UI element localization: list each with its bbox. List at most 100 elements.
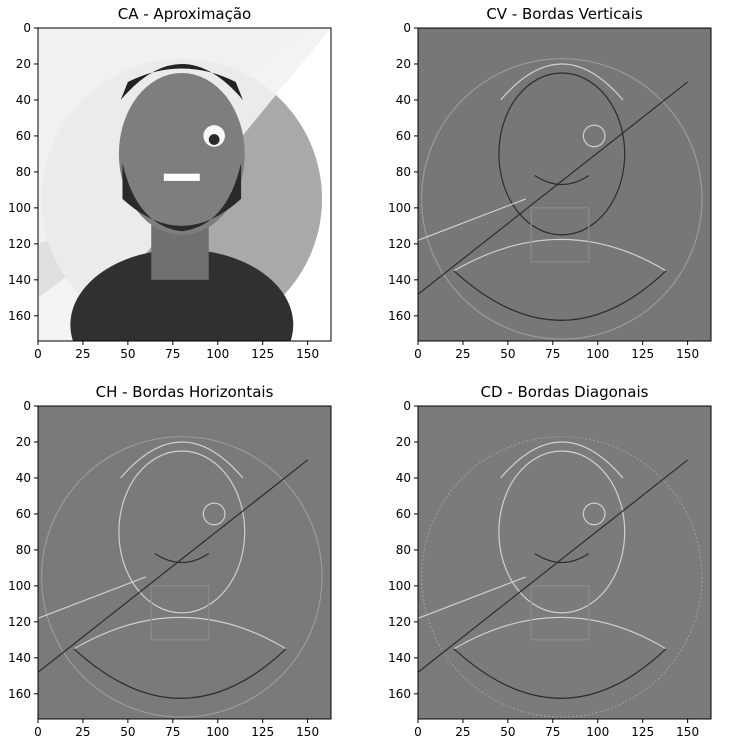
y-tick-label: 100 (388, 579, 411, 593)
neck-edge (530, 207, 590, 263)
x-tick-label: 25 (455, 725, 470, 739)
shirt (70, 249, 294, 341)
x-tick-label: 50 (500, 725, 515, 739)
x-tick-label: 25 (75, 347, 90, 361)
diagonal-edge (418, 81, 689, 295)
y-tick-label: 140 (8, 273, 31, 287)
y-tick-label: 100 (388, 201, 411, 215)
face-edge (498, 72, 626, 236)
shirt-edge-bottom (73, 648, 287, 699)
y-axis: 0 20 40 60 80 100 120 140 160 (8, 21, 38, 323)
axes-frame (417, 27, 712, 342)
y-tick-label: 140 (388, 273, 411, 287)
axes-frame (37, 405, 332, 720)
x-tick-label: 100 (586, 347, 609, 361)
eye-edge (582, 502, 606, 526)
y-tick-label: 160 (8, 309, 31, 323)
x-tick-label: 150 (676, 347, 699, 361)
arm-edge (38, 576, 147, 619)
shirt-edge-bottom (453, 648, 667, 699)
panel-title: CV - Bordas Verticais (486, 5, 642, 23)
y-tick-label: 80 (396, 165, 411, 179)
x-tick-label: 100 (206, 725, 229, 739)
panel-ca: CA - Aproximação 0 25 50 75 100 125 150 0 20 40 6… (8, 5, 332, 361)
hair (120, 63, 243, 100)
y-tick-label: 0 (23, 399, 31, 413)
hair-edge (500, 63, 624, 101)
circle-edge (40, 436, 323, 718)
hair-edge (500, 441, 624, 479)
y-axis: 0 20 40 60 80 100 120 140 160 (388, 21, 418, 323)
x-tick-label: 0 (414, 347, 422, 361)
mouth-edge (534, 175, 590, 186)
x-tick-label: 75 (545, 347, 560, 361)
y-tick-label: 120 (388, 237, 411, 251)
x-axis: 0 25 50 75 100 125 150 (34, 341, 319, 361)
circle-edge (420, 58, 703, 340)
axes-frame (37, 27, 332, 342)
image-area (38, 406, 331, 719)
x-tick-label: 75 (165, 347, 180, 361)
y-tick-label: 80 (16, 165, 31, 179)
arm-edge (418, 198, 527, 241)
x-tick-label: 0 (414, 725, 422, 739)
y-tick-label: 80 (396, 543, 411, 557)
x-tick-label: 125 (251, 347, 274, 361)
mouth-edge (534, 553, 590, 564)
y-tick-label: 40 (396, 93, 411, 107)
y-tick-label: 100 (8, 579, 31, 593)
y-tick-label: 160 (388, 309, 411, 323)
x-axis: 0 25 50 75 100 125 150 (414, 719, 699, 739)
y-tick-label: 120 (8, 237, 31, 251)
x-axis: 0 25 50 75 100 125 150 (34, 719, 319, 739)
x-tick-label: 50 (500, 347, 515, 361)
y-axis: 0 20 40 60 80 100 120 140 160 (8, 399, 38, 701)
y-tick-label: 20 (396, 435, 411, 449)
eye-edge (582, 124, 606, 148)
y-tick-label: 40 (16, 93, 31, 107)
image-area (38, 28, 331, 341)
neck-edge (150, 585, 210, 641)
panel-cd: CD - Bordas Diagonais 0 25 50 75 100 125 150 0… (388, 383, 712, 739)
x-tick-label: 125 (631, 347, 654, 361)
shirt-edge-bottom (453, 270, 667, 321)
y-tick-label: 60 (396, 129, 411, 143)
x-tick-label: 150 (296, 725, 319, 739)
y-tick-label: 0 (23, 21, 31, 35)
x-tick-label: 0 (34, 725, 42, 739)
x-tick-label: 25 (455, 347, 470, 361)
face-edge (498, 450, 626, 614)
x-tick-label: 25 (75, 725, 90, 739)
diagonal-edge (38, 459, 309, 673)
shirt-edge-top (453, 616, 667, 650)
y-tick-label: 140 (388, 651, 411, 665)
x-tick-label: 75 (165, 725, 180, 739)
y-tick-label: 140 (8, 651, 31, 665)
axes-frame (417, 405, 712, 720)
y-tick-label: 60 (396, 507, 411, 521)
image-area (418, 406, 711, 719)
y-axis: 0 20 40 60 80 100 120 140 160 (388, 399, 418, 701)
panel-cv: CV - Bordas Verticais 0 25 50 75 100 125 150 0… (388, 5, 712, 361)
y-tick-label: 0 (403, 399, 411, 413)
y-tick-label: 160 (8, 687, 31, 701)
face-edge (118, 450, 246, 614)
image-area (418, 28, 711, 341)
y-tick-label: 20 (396, 57, 411, 71)
x-tick-label: 100 (206, 347, 229, 361)
y-tick-label: 120 (388, 615, 411, 629)
x-tick-label: 75 (545, 725, 560, 739)
diagonal-edge (418, 459, 689, 673)
y-tick-label: 40 (16, 471, 31, 485)
y-tick-label: 40 (396, 471, 411, 485)
face (118, 72, 245, 235)
mouth-edge (154, 553, 210, 564)
neck-edge (530, 585, 590, 641)
y-tick-label: 120 (8, 615, 31, 629)
panel-title: CA - Aproximação (118, 5, 251, 23)
teeth (163, 173, 200, 181)
x-tick-label: 150 (676, 725, 699, 739)
x-tick-label: 0 (34, 347, 42, 361)
hair-edge (120, 441, 244, 479)
